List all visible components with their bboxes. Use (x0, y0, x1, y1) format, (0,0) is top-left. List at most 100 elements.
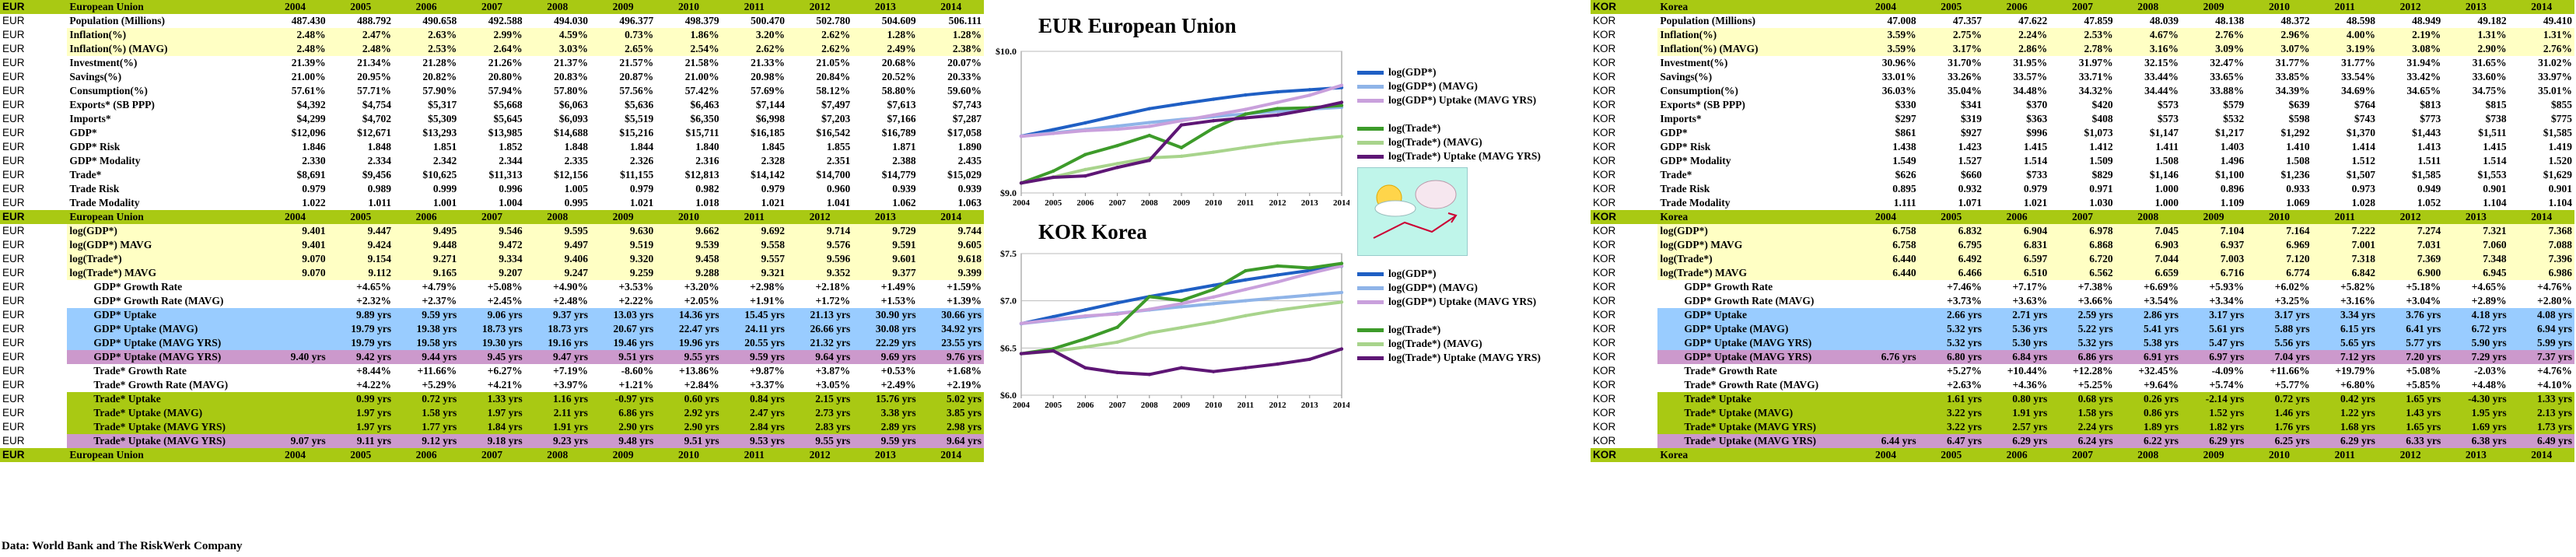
table-row: KOR GDP* Uptake 2.66 yrs 2.71 yrs 2.59 yrs 2.… (1591, 308, 2574, 322)
table-header-row: KOR Korea 2004 2005 2006 2007 2008 2009 2010 2011… (1591, 210, 2574, 224)
row-label: Trade* Uptake (MAVG) (67, 406, 263, 420)
y-tick-label: $6.0 (1000, 390, 1017, 401)
cell-value: +3.34% (2180, 294, 2247, 308)
data-point (1307, 107, 1311, 111)
table-row: EUR Trade Risk 0.979 0.989 0.999 0.996 1.005 0.… (0, 182, 984, 196)
cell-value (1853, 392, 1919, 406)
cell-value: $1,629 (2508, 168, 2574, 182)
cell-value: +3.97% (524, 378, 590, 392)
year-header: 2006 (393, 0, 460, 14)
cell-value: 9.472 (459, 238, 525, 252)
cell-value: +9.64% (2115, 378, 2181, 392)
cell-value: 1.412 (2049, 140, 2116, 154)
data-point (1276, 362, 1279, 366)
cell-value: $363 (1983, 112, 2050, 126)
cell-value: 9.424 (327, 238, 394, 252)
country-name: European Union (67, 0, 263, 14)
cell-value: 15.45 yrs (721, 308, 787, 322)
country-code: EUR (0, 448, 68, 462)
cell-value: 2.78% (2049, 42, 2116, 56)
cell-value: 0.933 (2246, 182, 2312, 196)
table-row: EUR Imports* $4,299 $4,702 $5,309 $5,645 $6,09… (0, 112, 984, 126)
cell-value: $5,317 (393, 98, 460, 112)
cell-value: +2.19% (918, 378, 984, 392)
cell-value: $341 (1918, 98, 1984, 112)
cell-value: 487.430 (262, 14, 328, 28)
data-point (1339, 300, 1344, 304)
data-point (1179, 145, 1184, 149)
country-code: EUR (2, 435, 25, 447)
year-header: 2009 (590, 0, 656, 14)
country-code: EUR (2, 407, 25, 419)
cell-value: 1.052 (2377, 196, 2444, 210)
cell-value: 0.72 yrs (2246, 392, 2312, 406)
cell-value: 1.018 (656, 196, 722, 210)
table-row: KOR Consumption(%) 36.03% 35.04% 34.48% 34.32… (1591, 84, 2574, 98)
x-tick-label: 2005 (1045, 198, 1062, 208)
cell-value: 1.871 (852, 140, 919, 154)
chart-kor-legend: log(GDP*) log(GDP*) (MAVG) log(GDP*) Uptak… (1357, 267, 1541, 365)
cell-value: 58.80% (852, 84, 919, 98)
cell-value: 2.86 yrs (2115, 308, 2181, 322)
data-point (1019, 321, 1024, 325)
cell-value: 1.011 (327, 196, 394, 210)
row-label: GDP* Risk (1657, 140, 1853, 154)
country-code: EUR (2, 99, 25, 110)
row-label: Imports* (1657, 112, 1853, 126)
table-row: KOR Inflation(%) 3.59% 2.75% 2.24% 2.53% 4.67%… (1591, 28, 2574, 42)
cell-value: +2.63% (1918, 378, 1984, 392)
cell-value: 5.61 yrs (2180, 322, 2247, 336)
cell-value: 34.69% (2312, 84, 2378, 98)
cell-value: 1.511 (2377, 154, 2444, 168)
country-code: EUR (2, 155, 25, 166)
data-point (1179, 102, 1184, 106)
cell-value: $660 (1918, 168, 1984, 182)
plot-area (1020, 253, 1342, 396)
data-point (1115, 301, 1119, 305)
cell-value: 2.66 yrs (1918, 308, 1984, 322)
cell-value: 33.01% (1853, 70, 1919, 84)
table-header-row: EUR European Union 2004 2005 2006 2007 2008 200… (0, 0, 984, 14)
cell-value: 19.16 yrs (524, 336, 590, 350)
cell-value (1853, 308, 1919, 322)
cell-value: 1.514 (2443, 154, 2509, 168)
data-point (1212, 283, 1216, 287)
cell-value: -2.03% (2443, 364, 2509, 378)
cell-value: 49.410 (2508, 14, 2574, 28)
country-code: KOR (1593, 309, 1616, 321)
table-row: EUR GDP* $12,096 $12,671 $13,293 $13,985 $14,6… (0, 126, 984, 140)
row-label: Trade* Growth Rate (1657, 364, 1853, 378)
cell-value: 1.69 yrs (2443, 420, 2509, 434)
cell-value: +3.20% (656, 280, 722, 294)
cell-value: +5.77% (2246, 378, 2312, 392)
year-header: 2011 (2312, 0, 2378, 14)
year-header: 2009 (590, 448, 656, 462)
row-label: log(GDP*) MAVG (1657, 238, 1853, 252)
cell-value: 7.164 (2246, 224, 2312, 238)
country-code: KOR (1593, 281, 1616, 293)
cell-value: $17,058 (918, 126, 984, 140)
cell-value: 2.435 (918, 154, 984, 168)
cell-value: 1.845 (721, 140, 787, 154)
table-row: EUR Population (Millions) 487.430 488.792 49… (0, 14, 984, 28)
cell-value: 1.61 yrs (1918, 392, 1984, 406)
cell-value: 0.996 (459, 182, 525, 196)
table-row: EUR Trade* Uptake (MAVG YRS) 9.07 yrs 9.11 … (0, 434, 984, 448)
cell-value: 32.15% (2115, 56, 2181, 70)
cell-value: 1.030 (2049, 196, 2116, 210)
cell-value: 9.558 (721, 238, 787, 252)
table-row: EUR GDP* Uptake (MAVG) 19.79 yrs 19.38 yrs 1… (0, 322, 984, 336)
year-header: 2008 (2115, 448, 2181, 462)
cell-value: 2.84 yrs (721, 420, 787, 434)
data-point (1212, 97, 1216, 101)
cell-value: +0.53% (852, 364, 919, 378)
cell-value: 36.03% (1853, 84, 1919, 98)
cell-value: 31.02% (2508, 56, 2574, 70)
cell-value: $9,456 (327, 168, 394, 182)
cell-value: 0.896 (2180, 182, 2247, 196)
data-point (1179, 299, 1184, 303)
cell-value: 2.86% (1983, 42, 2050, 56)
cell-value: +2.80% (2508, 294, 2574, 308)
cell-value: 47.008 (1853, 14, 1919, 28)
year-header: 2004 (1853, 0, 1919, 14)
